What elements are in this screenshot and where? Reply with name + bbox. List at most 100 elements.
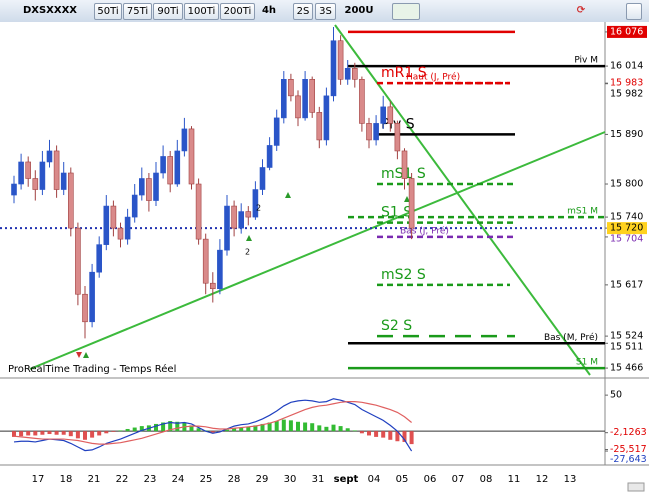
y-tick-label: 15 983 <box>610 78 643 89</box>
menu-icon[interactable] <box>626 3 642 20</box>
candle-body <box>153 172 159 201</box>
button[interactable]: 200Ti <box>220 3 255 20</box>
histogram-bar <box>125 428 130 432</box>
arrow-up <box>285 192 291 198</box>
y-tick-label: 15 617 <box>610 279 643 290</box>
button[interactable]: 3S <box>315 3 336 20</box>
histogram-bar <box>61 431 66 435</box>
y-tick-label: 50 <box>610 390 622 401</box>
histogram-bar <box>381 431 386 438</box>
histogram-bar <box>104 431 109 434</box>
button[interactable]: 75Ti <box>123 3 152 20</box>
y-tick-label: 15 704 <box>610 234 643 245</box>
histogram-bar <box>253 425 258 432</box>
candle-body <box>96 244 102 273</box>
candle-body <box>259 167 266 190</box>
x-tick-label: 25 <box>200 474 213 485</box>
y-tick-label: -2,1263 <box>610 427 647 438</box>
tick-label-bg <box>607 25 647 38</box>
candle-body <box>89 271 95 323</box>
histogram-bar <box>324 426 329 432</box>
level-label: S1 S <box>381 205 412 221</box>
button[interactable]: 2S <box>293 3 313 20</box>
candle-body <box>124 216 131 240</box>
y-tick-label: 15 800 <box>610 179 643 190</box>
candle-body <box>181 128 188 152</box>
histogram-bar <box>296 421 300 432</box>
arrow-down <box>76 352 82 358</box>
candle-body <box>146 178 152 201</box>
x-tick-label: 17 <box>32 474 45 485</box>
x-tick-label: 21 <box>88 474 101 485</box>
histogram-bar <box>281 419 286 432</box>
candle-body <box>266 145 273 168</box>
toolbar: DXSXXXX 50Ti 75Ti 90Ti 100Ti 200Ti 4h 2S… <box>0 0 649 23</box>
histogram-bar <box>225 429 229 432</box>
candle-body <box>11 183 17 196</box>
candle-body <box>110 205 117 229</box>
y-tick-label: -27,643 <box>610 454 647 465</box>
candle-body <box>380 106 387 124</box>
x-tick-label: 07 <box>452 474 465 485</box>
histogram-bar <box>352 430 357 432</box>
level-label: Bas (J, Pré) <box>400 225 449 236</box>
histogram-bar <box>395 431 400 442</box>
candle-body <box>394 123 401 152</box>
units[interactable]: 200U <box>344 5 374 16</box>
candle-body <box>373 123 379 141</box>
histogram-bar <box>338 426 343 432</box>
candle-body <box>316 112 323 141</box>
level-label: S1 M <box>576 358 598 368</box>
candle-body <box>323 95 330 141</box>
y-tick-label: -25,517 <box>610 444 647 455</box>
button[interactable]: 100Ti <box>184 3 219 20</box>
x-tick-label: 06 <box>424 474 437 485</box>
histogram-bar <box>388 431 393 440</box>
histogram-bar <box>367 431 371 436</box>
candle-body <box>387 106 394 124</box>
histogram-bar <box>210 431 215 433</box>
histogram-bar <box>111 431 116 432</box>
histogram-bar <box>374 431 379 437</box>
y-tick-label: 15 466 <box>610 363 643 374</box>
histogram-bar <box>12 431 16 437</box>
candle-body <box>75 227 81 295</box>
y-tick-label: 16 076 <box>610 26 643 37</box>
y-tick-label: 15 890 <box>610 129 643 140</box>
level-label: mS1 M <box>567 207 598 217</box>
scroll-icon[interactable] <box>627 482 645 492</box>
candle-body <box>82 293 88 323</box>
refresh-icon[interactable]: ⟳ <box>576 5 586 16</box>
level-label: S2 S <box>381 318 412 334</box>
histogram-bar <box>317 425 322 432</box>
histogram-bar <box>359 431 364 434</box>
trend-line <box>29 131 606 370</box>
candle-body <box>32 178 39 190</box>
candle-body <box>280 79 287 119</box>
histogram-bar <box>54 431 59 435</box>
candle-body <box>167 156 173 185</box>
level-label: mR1 S <box>381 65 427 81</box>
histogram-bar <box>196 428 201 432</box>
histogram-bar <box>83 431 87 440</box>
histogram-bar <box>239 427 244 432</box>
histogram-bar <box>274 421 279 432</box>
button[interactable]: 90Ti <box>153 3 183 20</box>
y-tick-label: 15 982 <box>610 89 643 100</box>
symbol[interactable]: DXSXXXX <box>22 5 78 16</box>
histogram-bar <box>267 422 272 432</box>
candle-body <box>330 40 337 97</box>
candle-body <box>366 123 372 141</box>
histogram-bar <box>40 431 45 435</box>
annotation: 2 <box>245 248 250 257</box>
candle-body <box>351 67 358 80</box>
level-label: mS2 S <box>381 267 426 283</box>
x-tick-label: 13 <box>564 474 577 485</box>
chart-icon[interactable] <box>392 3 420 20</box>
histogram-bar <box>168 421 173 432</box>
histogram-bar <box>154 423 158 432</box>
button[interactable]: 50Ti <box>94 3 122 20</box>
histogram-bar <box>139 426 144 432</box>
timeframe[interactable]: 4h <box>261 5 277 16</box>
